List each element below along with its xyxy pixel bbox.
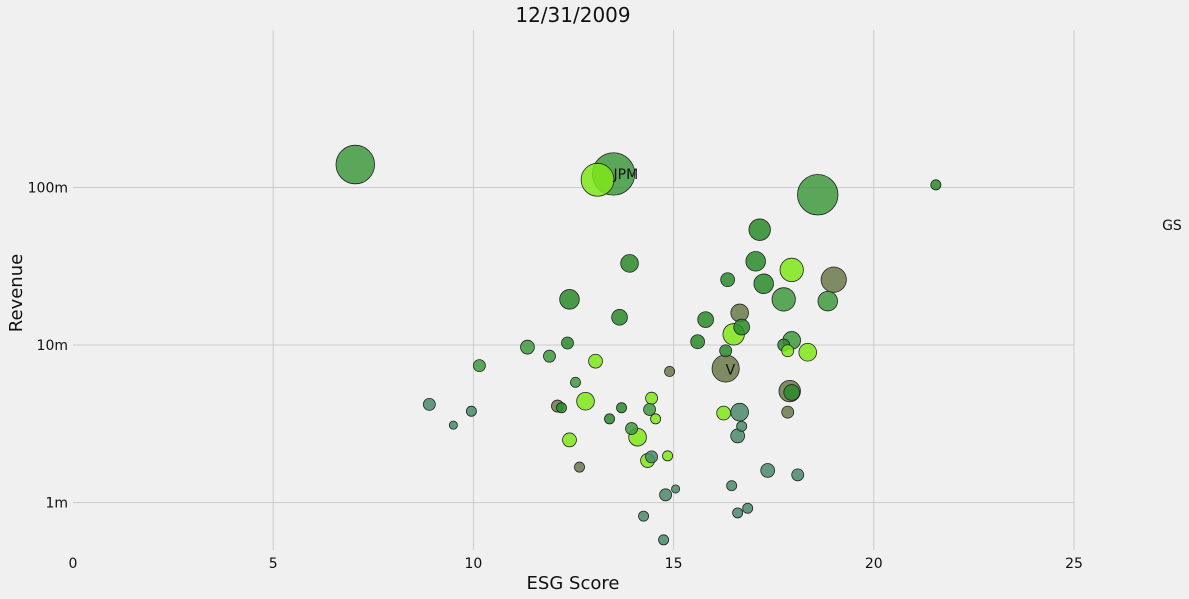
bubble-point xyxy=(742,502,754,514)
bubble-point xyxy=(473,359,486,373)
x-tick-label: 0 xyxy=(69,556,78,572)
point-annotation: V xyxy=(726,362,736,378)
x-tick-labels: 0 5 10 15 20 25 xyxy=(69,556,1083,572)
bubble-point xyxy=(671,484,681,494)
bubble-point xyxy=(465,405,477,417)
bubble-point xyxy=(620,254,639,273)
bubble-point xyxy=(422,398,436,411)
bubble-point xyxy=(736,420,748,432)
x-tick-label: 20 xyxy=(865,556,883,572)
bubble-point xyxy=(643,403,656,416)
bubble-point xyxy=(611,309,628,326)
bubble-point xyxy=(335,144,375,185)
bubble-point xyxy=(791,468,805,482)
bubble-point xyxy=(783,384,801,401)
bubble-point xyxy=(730,402,749,422)
point-annotation: GS xyxy=(1162,218,1182,234)
bubble-point xyxy=(779,257,804,282)
bubble-point xyxy=(556,402,567,414)
bubble-point xyxy=(732,507,744,519)
y-tick-label: 100m xyxy=(28,181,68,197)
bubble-point xyxy=(697,311,714,328)
bubble-point xyxy=(570,376,581,388)
y-axis-label: Revenue xyxy=(6,254,27,332)
annotations: JPM V GS xyxy=(613,167,1182,379)
bubble-point xyxy=(662,450,674,462)
bubble-point xyxy=(716,405,732,421)
bubble-point xyxy=(559,289,580,310)
bubble-point xyxy=(781,344,795,358)
bubble-point xyxy=(719,344,733,358)
x-axis-label: ESG Score xyxy=(527,573,620,594)
bubble-point xyxy=(638,510,650,522)
x-tick-label: 25 xyxy=(1065,556,1083,572)
bubble-point xyxy=(820,266,847,293)
bubble-point xyxy=(588,353,603,369)
bubble-point xyxy=(562,432,577,448)
bubble-point xyxy=(650,413,662,425)
bubble-point xyxy=(658,534,670,546)
bubble-point xyxy=(797,174,839,216)
bubble-point xyxy=(760,463,776,478)
bubble-point xyxy=(798,343,817,362)
bubble-point xyxy=(733,318,750,336)
bubble-point xyxy=(645,391,658,405)
bubble-point xyxy=(771,287,796,312)
bubble-point xyxy=(561,336,574,350)
bubble-point xyxy=(520,339,535,355)
x-tick-label: 15 xyxy=(665,556,683,572)
bubble-point xyxy=(576,391,595,411)
x-tick-label: 5 xyxy=(269,556,278,572)
chart-title: 12/31/2009 xyxy=(515,3,630,27)
y-tick-label: 1m xyxy=(45,496,68,512)
bubble-point xyxy=(580,162,615,197)
bubble-point xyxy=(726,480,738,492)
bubble-point xyxy=(645,450,658,464)
bubbles xyxy=(335,144,942,546)
bubble-point xyxy=(930,179,942,191)
bubble-point xyxy=(604,413,615,425)
y-tick-label: 10m xyxy=(37,338,68,354)
bubble-point xyxy=(616,402,627,414)
bubble-point xyxy=(574,461,585,473)
bubble-point xyxy=(690,334,705,350)
bubble-point xyxy=(781,405,795,419)
bubble-point xyxy=(817,290,838,312)
point-annotation: JPM xyxy=(613,167,639,183)
bubble-point xyxy=(753,273,774,294)
bubble-point xyxy=(659,488,672,502)
bubble-point xyxy=(720,272,736,288)
x-tick-label: 10 xyxy=(464,556,482,572)
bubble-point xyxy=(625,422,638,435)
bubble-point xyxy=(448,420,458,430)
bubble-point xyxy=(748,218,771,241)
bubble-point xyxy=(664,365,676,377)
bubble-point xyxy=(745,251,766,272)
y-tick-labels: 1m 10m 100m xyxy=(28,181,68,512)
bubble-point xyxy=(543,349,556,363)
